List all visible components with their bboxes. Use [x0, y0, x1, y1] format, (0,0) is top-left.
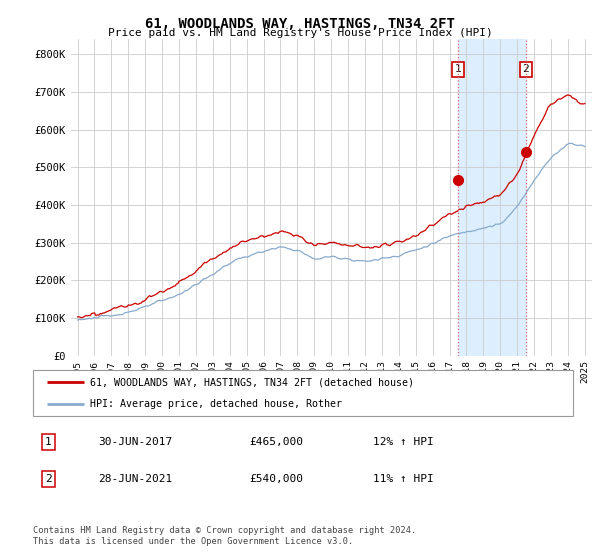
- Text: 2: 2: [522, 64, 529, 74]
- Text: Contains HM Land Registry data © Crown copyright and database right 2024.
This d: Contains HM Land Registry data © Crown c…: [33, 526, 416, 546]
- Text: 12% ↑ HPI: 12% ↑ HPI: [373, 437, 434, 447]
- Text: 2: 2: [45, 474, 52, 484]
- Text: 61, WOODLANDS WAY, HASTINGS, TN34 2FT: 61, WOODLANDS WAY, HASTINGS, TN34 2FT: [145, 17, 455, 31]
- FancyBboxPatch shape: [33, 370, 573, 416]
- Text: 1: 1: [45, 437, 52, 447]
- Bar: [458, 39, 526, 356]
- Text: HPI: Average price, detached house, Rother: HPI: Average price, detached house, Roth…: [90, 399, 342, 409]
- Text: 11% ↑ HPI: 11% ↑ HPI: [373, 474, 434, 484]
- Text: 28-JUN-2021: 28-JUN-2021: [98, 474, 172, 484]
- Text: 61, WOODLANDS WAY, HASTINGS, TN34 2FT (detached house): 61, WOODLANDS WAY, HASTINGS, TN34 2FT (d…: [90, 377, 414, 388]
- Text: £465,000: £465,000: [249, 437, 303, 447]
- Text: 30-JUN-2017: 30-JUN-2017: [98, 437, 172, 447]
- Text: Price paid vs. HM Land Registry's House Price Index (HPI): Price paid vs. HM Land Registry's House …: [107, 28, 493, 38]
- Text: £540,000: £540,000: [249, 474, 303, 484]
- Text: 1: 1: [455, 64, 461, 74]
